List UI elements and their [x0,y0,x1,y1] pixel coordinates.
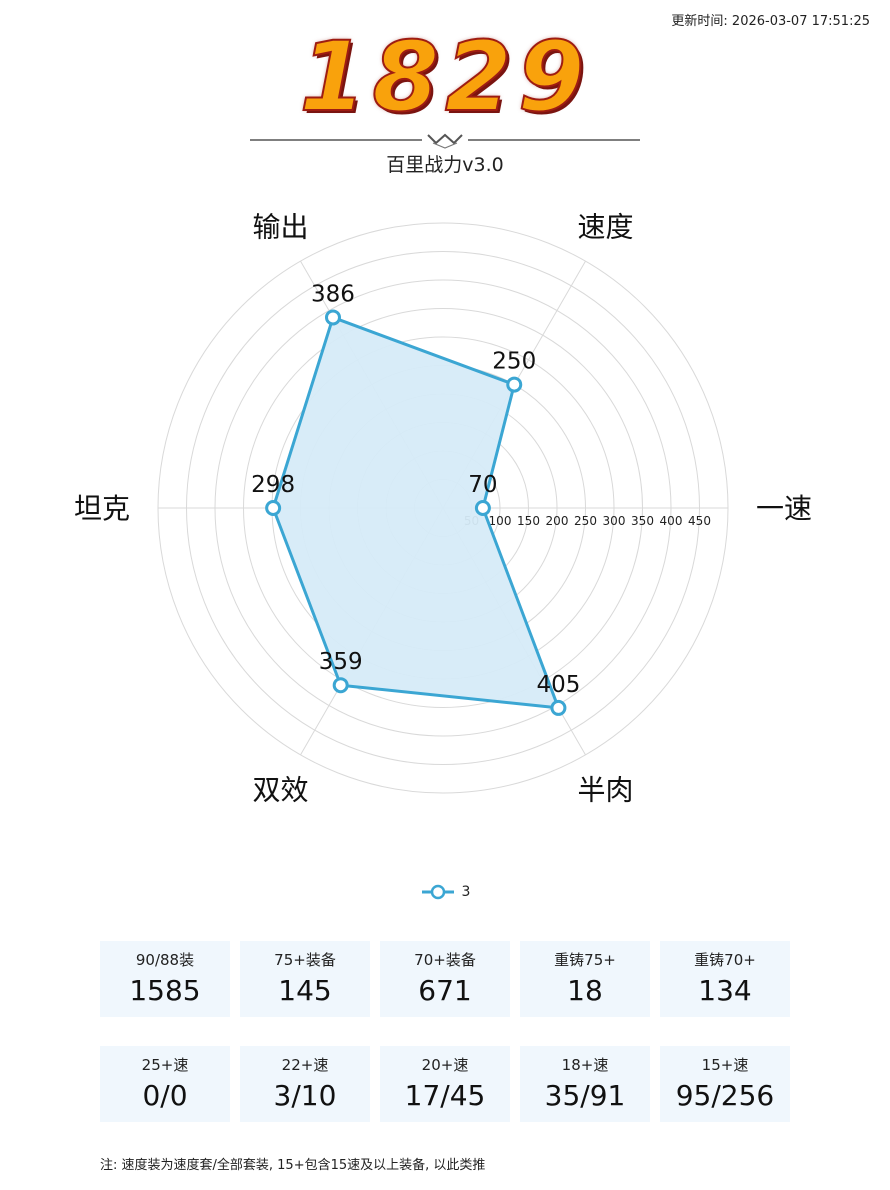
stat-card: 15+速 95/256 [660,1046,790,1122]
data-label: 250 [492,349,536,375]
stat-label: 18+速 [561,1056,609,1074]
stat-card: 75+装备 145 [240,941,370,1017]
footnote: 注: 速度装为速度套/全部套装, 15+包含15速及以上装备, 以此类推 [100,1158,486,1173]
stat-value: 35/91 [544,1079,626,1112]
stat-label: 15+速 [701,1056,749,1074]
data-point [550,699,567,716]
data-point [332,677,349,694]
axis-label: 一速 [756,492,812,525]
stat-value: 671 [418,974,472,1007]
score-title: 1829 [298,21,591,133]
tick-label: 200 [546,514,569,528]
stat-value: 1585 [129,974,201,1007]
stat-card: 20+速 17/45 [380,1046,510,1122]
version-subtitle: 百里战力v3.0 [386,154,504,176]
stat-card: 18+速 35/91 [520,1046,650,1122]
tick-label: 300 [603,514,626,528]
stat-card: 重铸75+ 18 [520,941,650,1017]
legend-label: 3 [461,884,471,900]
stat-card: 重铸70+ 134 [660,941,790,1017]
axis-label: 半肉 [577,773,633,806]
tick-label: 450 [688,514,711,528]
stat-value: 3/10 [273,1079,337,1112]
stat-value: 95/256 [675,1079,775,1112]
stat-card: 90/88装 1585 [100,941,230,1017]
axis-label: 输出 [252,211,308,244]
title-divider [250,133,640,149]
stat-label: 重铸75+ [554,951,616,969]
stat-label: 22+速 [281,1056,329,1074]
stats-row-speed: 25+速 0/0 22+速 3/10 20+速 17/45 18+速 35/91 15+… [100,1046,790,1122]
stat-label: 70+装备 [414,951,476,969]
tick-label: 150 [517,514,540,528]
stat-card: 70+装备 671 [380,941,510,1017]
radar-chart: 50100150200250300350400450一速速度输出坦克双效半肉70… [74,211,812,807]
stat-value: 134 [698,974,752,1007]
stat-label: 20+速 [421,1056,469,1074]
stat-label: 25+速 [141,1056,189,1074]
tick-label: 250 [574,514,597,528]
legend-swatch-icon [421,884,454,900]
axis-label: 坦克 [74,492,130,525]
axis-label: 速度 [577,211,633,244]
data-point [506,376,523,393]
data-label: 405 [536,672,580,698]
stat-value: 0/0 [142,1079,188,1112]
data-label: 359 [319,649,363,675]
data-label: 386 [311,281,355,307]
stat-label: 75+装备 [274,951,336,969]
data-point [474,500,491,516]
stat-label: 90/88装 [135,951,195,969]
tick-label: 400 [660,514,683,528]
legend[interactable]: 3 [0,880,890,904]
stats-row-equipment: 90/88装 1585 75+装备 145 70+装备 671 重铸75+ 18 重铸7… [100,941,790,1017]
stat-label: 重铸70+ [694,951,756,969]
data-point [265,500,282,516]
update-time: 更新时间: 2026-03-07 17:51:25 [671,14,870,29]
axis-label: 双效 [252,773,308,806]
tick-label: 100 [489,514,512,528]
data-point [324,309,341,326]
stat-value: 18 [567,974,603,1007]
data-label: 298 [251,472,295,498]
tick-label: 350 [631,514,654,528]
stat-value: 17/45 [404,1079,486,1112]
stat-card: 22+速 3/10 [240,1046,370,1122]
data-label: 70 [468,472,497,498]
series-area [271,315,560,710]
stat-card: 25+速 0/0 [100,1046,230,1122]
stat-value: 145 [278,974,332,1007]
